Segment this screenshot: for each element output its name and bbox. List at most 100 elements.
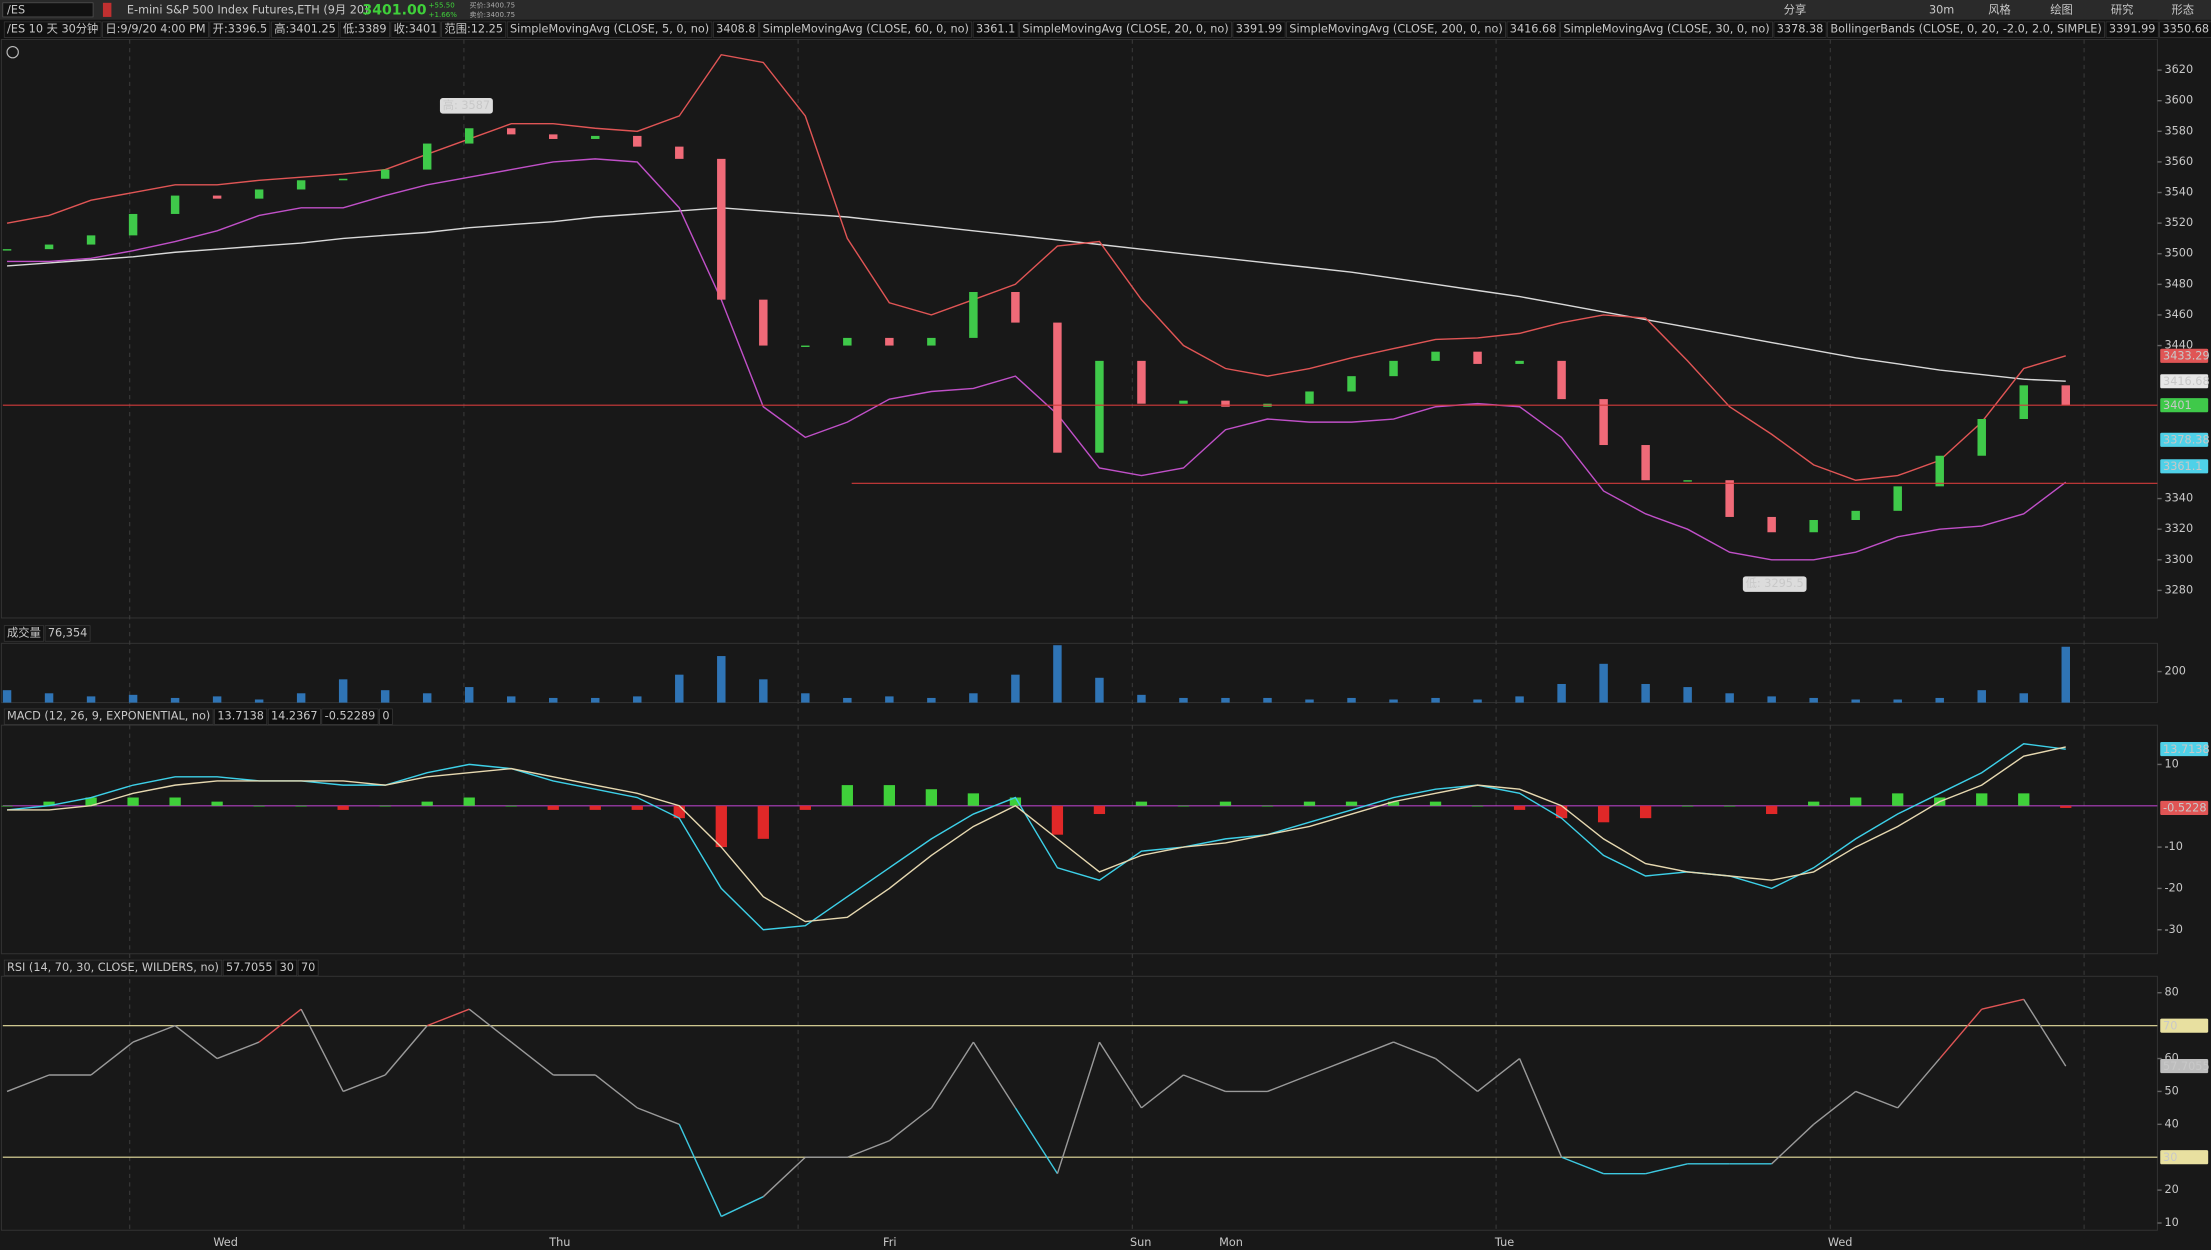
volume-bar xyxy=(212,696,222,703)
histogram-bar xyxy=(169,797,181,806)
toolbar-button[interactable]: 分享 xyxy=(1784,3,1807,17)
price-tag-label: 57.7055 xyxy=(2163,1060,2210,1073)
header-text: 3391.99 xyxy=(2109,23,2156,36)
header-text: 3361.1 xyxy=(976,23,1015,36)
price-tag xyxy=(2160,742,2209,757)
candle xyxy=(1683,480,1692,482)
volume-bar xyxy=(549,697,558,703)
rsi-segment xyxy=(1855,1090,1898,1109)
panel-header-text: 13.7138 xyxy=(217,710,264,723)
candle xyxy=(128,213,138,236)
panel-header-text: 14.2367 xyxy=(271,710,318,723)
panel-header-text: 成交量 xyxy=(7,625,41,639)
y-tick-label: -10 xyxy=(2164,840,2182,853)
header-box xyxy=(2105,21,2159,38)
volume-bar xyxy=(2019,693,2028,703)
header-text: 3408.8 xyxy=(716,23,755,36)
histogram-bar xyxy=(463,797,475,806)
candle xyxy=(1095,360,1104,453)
header-text: SimpleMovingAvg (CLOSE, 200, 0, no) xyxy=(1289,23,1502,36)
candle xyxy=(338,178,348,181)
volume-bar xyxy=(2061,646,2070,703)
header-box xyxy=(441,21,507,38)
rsi-segment xyxy=(384,1025,428,1076)
header-box xyxy=(1506,21,1560,38)
histogram-bar xyxy=(1303,801,1316,806)
histogram-bar xyxy=(589,805,601,810)
rsi-segment xyxy=(1351,1041,1394,1060)
volume-bar xyxy=(1557,683,1566,703)
header-text: 3350.68 xyxy=(2162,23,2209,36)
toolbar-button[interactable]: 30m xyxy=(1929,4,1954,17)
volume-bar xyxy=(1977,690,1986,703)
volume-bar xyxy=(1305,699,1314,703)
price-tag xyxy=(2160,374,2209,389)
header-text: 3391.99 xyxy=(1236,23,1283,36)
rsi-segment xyxy=(1141,1074,1184,1109)
candle xyxy=(1431,351,1440,361)
y-tick-label: 3340 xyxy=(2164,492,2193,505)
histogram-bar xyxy=(1051,805,1064,835)
panel-header-box xyxy=(214,708,268,725)
toolbar-button[interactable]: 风格 xyxy=(1988,3,2011,17)
price-tag xyxy=(2160,432,2209,447)
candle xyxy=(1557,360,1566,400)
x-tick-label: Thu xyxy=(548,1236,570,1249)
volume-bar xyxy=(296,693,306,703)
rsi-segment xyxy=(1771,1123,1815,1165)
candle xyxy=(1725,480,1734,517)
bid: 买价:3400.75 xyxy=(470,1,516,10)
panel-header-text: -0.52289 xyxy=(325,710,376,723)
candle xyxy=(1389,360,1398,377)
panel-header-box xyxy=(379,708,393,725)
histogram-bar xyxy=(211,801,223,806)
rsi-segment xyxy=(678,1124,722,1217)
rsi-segment xyxy=(1309,1057,1352,1076)
candle xyxy=(506,128,516,135)
histogram-bar xyxy=(2018,793,2030,806)
header-text: SimpleMovingAvg (CLOSE, 5, 0, no) xyxy=(510,23,709,36)
volume-bar xyxy=(86,696,96,703)
rsi-segment xyxy=(762,1156,806,1198)
header-box xyxy=(1019,21,1232,38)
macd-line xyxy=(7,746,2066,923)
volume-bar xyxy=(1179,697,1188,703)
last-price: 3401.00 xyxy=(362,3,426,19)
volume-bar xyxy=(717,656,726,703)
rsi-segment xyxy=(1897,1058,1941,1109)
price-tag-label: 3416.68 xyxy=(2163,375,2210,388)
rsi-segment xyxy=(342,1074,386,1093)
price-tag-label: 70 xyxy=(2163,1019,2177,1032)
header-box xyxy=(1232,21,1286,38)
x-tick-label: Fri xyxy=(883,1236,896,1249)
histogram-bar xyxy=(1261,805,1274,807)
header-row xyxy=(0,19,2158,40)
histogram-bar xyxy=(337,805,349,810)
candle xyxy=(464,128,474,144)
volume-bar xyxy=(1389,699,1398,703)
y-tick-label: 3520 xyxy=(2164,216,2193,229)
volume-bar xyxy=(254,699,264,703)
y-tick-label: 3320 xyxy=(2164,522,2193,535)
info-icon[interactable] xyxy=(6,45,19,59)
symbol-box[interactable] xyxy=(2,2,94,18)
candle xyxy=(717,158,726,300)
rsi-segment xyxy=(468,1008,512,1043)
y-tick-label: 3500 xyxy=(2164,247,2193,260)
symbol[interactable]: /ES xyxy=(7,4,25,17)
rsi-segment xyxy=(847,1140,890,1158)
histogram-bar xyxy=(379,805,391,807)
rsi-segment xyxy=(972,1041,1016,1109)
panel-header-box xyxy=(44,625,91,642)
toolbar-button[interactable]: 绘图 xyxy=(2050,3,2073,17)
price-tag-label: -0.5228 xyxy=(2163,802,2206,815)
y-tick-label: 80 xyxy=(2164,986,2178,999)
histogram-bar xyxy=(1976,793,1988,806)
candle xyxy=(1599,399,1608,446)
macd-panel xyxy=(0,724,2158,955)
rsi-segment xyxy=(637,1107,680,1125)
toolbar-button[interactable]: 研究 xyxy=(2111,3,2134,17)
price-panel xyxy=(0,39,2158,619)
toolbar-button[interactable]: 形态 xyxy=(2172,4,2195,17)
histogram-bar xyxy=(1513,805,1526,810)
